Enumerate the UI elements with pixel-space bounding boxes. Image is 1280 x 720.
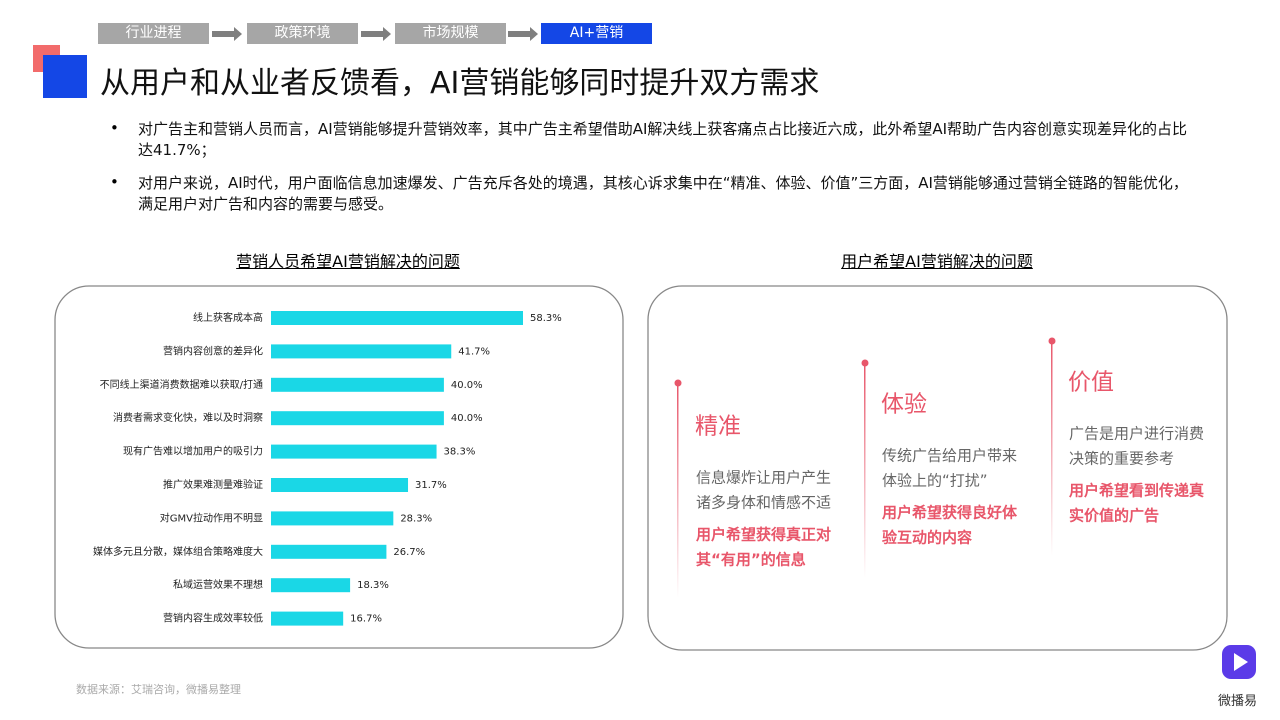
bullet-dot: • bbox=[110, 173, 119, 191]
value-label: 40.0% bbox=[451, 380, 483, 391]
item-desc: 传统广告给用户带来 bbox=[882, 447, 1017, 465]
chart-title: 营销人员希望AI营销解决的问题 bbox=[236, 252, 460, 271]
item-desc: 广告是用户进行消费 bbox=[1069, 425, 1204, 443]
bar bbox=[271, 511, 394, 526]
nav-step: 市场规模 bbox=[395, 23, 506, 44]
bullet: 对广告主和营销人员而言，AI营销能够提升营销效率，其中广告主希望借助AI解决线上… bbox=[138, 120, 1188, 159]
category-label: 对GMV拉动作用不明显 bbox=[160, 511, 263, 524]
value-label: 38.3% bbox=[444, 447, 476, 458]
category-label: 推广效果难测量难验证 bbox=[163, 478, 263, 491]
value-label: 40.0% bbox=[451, 413, 483, 424]
item-title: 体验 bbox=[881, 392, 927, 418]
value-label: 58.3% bbox=[530, 313, 562, 324]
bar bbox=[271, 377, 444, 392]
value-label: 26.7% bbox=[393, 547, 425, 558]
category-label: 消费者需求变化快，难以及时洞察 bbox=[113, 411, 263, 424]
value-label: 18.3% bbox=[357, 580, 389, 591]
category-label: 线上获客成本高 bbox=[193, 311, 263, 324]
item-title: 价值 bbox=[1068, 370, 1114, 396]
value-label: 28.3% bbox=[400, 513, 432, 524]
bar bbox=[271, 478, 409, 492]
bar bbox=[271, 611, 344, 626]
item-need: 用户希望看到传递真 bbox=[1069, 482, 1204, 500]
category-label: 私域运营效果不理想 bbox=[173, 578, 263, 591]
item-desc: 体验上的“打扰” bbox=[882, 472, 988, 490]
item-need: 用户希望获得良好体 bbox=[882, 504, 1018, 522]
category-label: 营销内容生成效率较低 bbox=[163, 612, 263, 625]
bar bbox=[271, 544, 387, 559]
value-label: 41.7% bbox=[458, 346, 490, 357]
bar bbox=[271, 344, 452, 359]
category-label: 营销内容创意的差异化 bbox=[163, 344, 263, 357]
item-desc: 信息爆炸让用户产生 bbox=[696, 469, 831, 487]
item-desc: 诸多身体和情感不适 bbox=[696, 494, 831, 512]
item-desc: 决策的重要参考 bbox=[1069, 450, 1174, 468]
category-label: 媒体多元且分散，媒体组合策略难度大 bbox=[93, 545, 263, 558]
title: 从用户和从业者反馈看，AI营销能够同时提升双方需求 bbox=[100, 66, 820, 101]
category-label: 不同线上渠道消费数据难以获取/打通 bbox=[100, 378, 263, 391]
item-need: 其“有用”的信息 bbox=[696, 551, 806, 569]
bar bbox=[271, 444, 437, 459]
value-label: 31.7% bbox=[415, 480, 447, 491]
category-label: 现有广告难以增加用户的吸引力 bbox=[123, 445, 263, 458]
nav-step: 政策环境 bbox=[247, 23, 358, 44]
bullet: 对用户来说，AI时代，用户面临信息加速爆发、广告充斥各处的境遇，其核心诉求集中在… bbox=[138, 174, 1188, 213]
panel-title: 用户希望AI营销解决的问题 bbox=[841, 252, 1033, 271]
bar bbox=[271, 411, 444, 426]
bar bbox=[271, 578, 351, 593]
logo-text: 微播易 bbox=[1218, 694, 1258, 709]
bullet-dot: • bbox=[110, 119, 119, 137]
source: 数据来源：艾瑞咨询，微播易整理 bbox=[76, 683, 241, 696]
value-label: 16.7% bbox=[350, 614, 382, 625]
bar bbox=[271, 311, 523, 325]
nav-step: AI+营销 bbox=[541, 23, 652, 44]
item-title: 精准 bbox=[695, 414, 741, 440]
nav-step: 行业进程 bbox=[98, 23, 209, 44]
item-need: 验互动的内容 bbox=[882, 529, 972, 547]
item-need: 实价值的广告 bbox=[1069, 507, 1159, 525]
item-need: 用户希望获得真正对 bbox=[696, 526, 831, 544]
